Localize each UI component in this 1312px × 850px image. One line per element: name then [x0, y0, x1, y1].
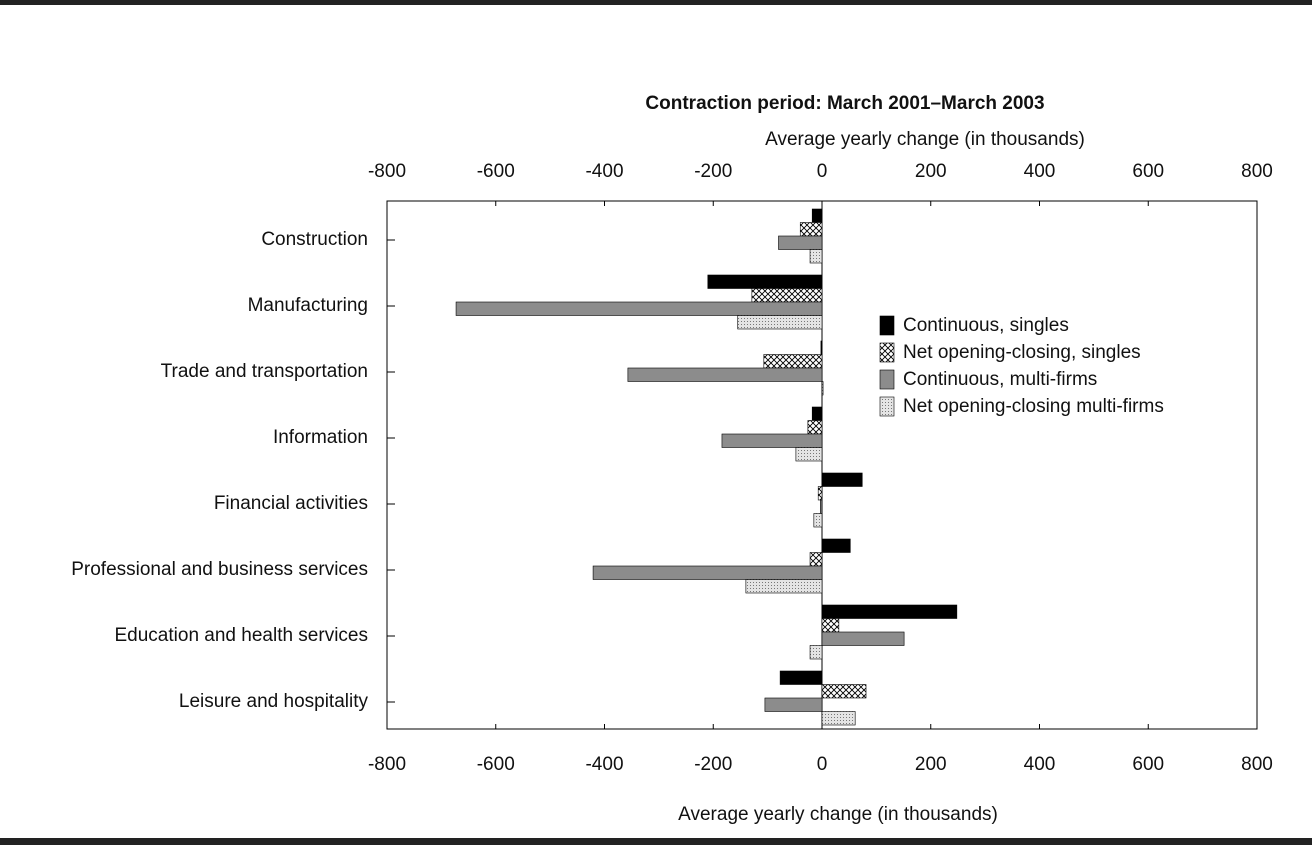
bar [811, 406, 823, 421]
y-tick-label: Trade and transportation [161, 361, 368, 382]
bar [778, 235, 823, 250]
x2-tick-label: 800 [1241, 161, 1273, 182]
x-tick-label: 600 [1132, 754, 1164, 775]
y-tick-label: Financial activities [214, 493, 368, 514]
y-tick-label: Construction [261, 229, 368, 250]
y-tick-label: Education and health services [115, 625, 369, 646]
x2-tick-label: -400 [585, 161, 623, 182]
x2-axis-label: Average yearly change (in thousands) [765, 129, 1085, 150]
bar [821, 381, 824, 396]
bar [821, 711, 856, 726]
bar [811, 208, 823, 223]
bar [821, 538, 851, 553]
legend-label: Continuous, singles [903, 315, 1069, 336]
legend-label: Net opening-closing, singles [903, 342, 1141, 363]
bar [745, 579, 823, 594]
x-tick-label: 400 [1024, 754, 1056, 775]
x-axis-label: Average yearly change (in thousands) [678, 804, 998, 825]
top-border [0, 0, 1312, 5]
y-tick-label: Professional and business services [71, 559, 368, 580]
bar [821, 618, 840, 633]
x-tick-label: -200 [694, 754, 732, 775]
x-tick-label: 800 [1241, 754, 1273, 775]
x-tick-label: -400 [585, 754, 623, 775]
bar [809, 249, 823, 264]
bar [627, 367, 823, 382]
bar [779, 670, 823, 685]
bar [763, 354, 823, 369]
bar [821, 684, 867, 699]
bar [821, 604, 958, 619]
bar [807, 420, 823, 435]
bar [592, 565, 823, 580]
bar [707, 274, 823, 289]
x2-tick-label: 400 [1024, 161, 1056, 182]
bar [764, 697, 823, 712]
bar [820, 340, 823, 355]
legend-swatch [879, 396, 895, 417]
x2-tick-label: -200 [694, 161, 732, 182]
legend-swatch [879, 369, 895, 390]
legend-label: Net opening-closing multi-firms [903, 396, 1164, 417]
bar [821, 631, 905, 646]
bar [813, 513, 823, 528]
bar [455, 301, 823, 316]
bar [721, 433, 823, 448]
legend-swatch [879, 342, 895, 363]
y-tick-label: Information [273, 427, 368, 448]
x2-tick-label: -600 [477, 161, 515, 182]
x-tick-label: -600 [477, 754, 515, 775]
y-tick-label: Manufacturing [248, 295, 368, 316]
bar [817, 486, 823, 501]
bar [809, 645, 823, 660]
bottom-border [0, 838, 1312, 845]
chart-title: Contraction period: March 2001–March 200… [645, 93, 1044, 114]
bar [809, 552, 823, 567]
x-tick-label: -800 [368, 754, 406, 775]
x2-tick-label: 0 [817, 161, 828, 182]
x2-tick-label: -800 [368, 161, 406, 182]
x-tick-label: 0 [817, 754, 828, 775]
legend-label: Continuous, multi-firms [903, 369, 1097, 390]
bar [737, 315, 823, 330]
x2-tick-label: 600 [1132, 161, 1164, 182]
legend-swatch [879, 315, 895, 336]
bar [820, 499, 823, 514]
x2-tick-label: 200 [915, 161, 947, 182]
bar [751, 288, 823, 303]
bar [795, 447, 823, 462]
y-tick-label: Leisure and hospitality [179, 691, 369, 712]
bar [799, 222, 823, 237]
bar [821, 472, 863, 487]
x-tick-label: 200 [915, 754, 947, 775]
